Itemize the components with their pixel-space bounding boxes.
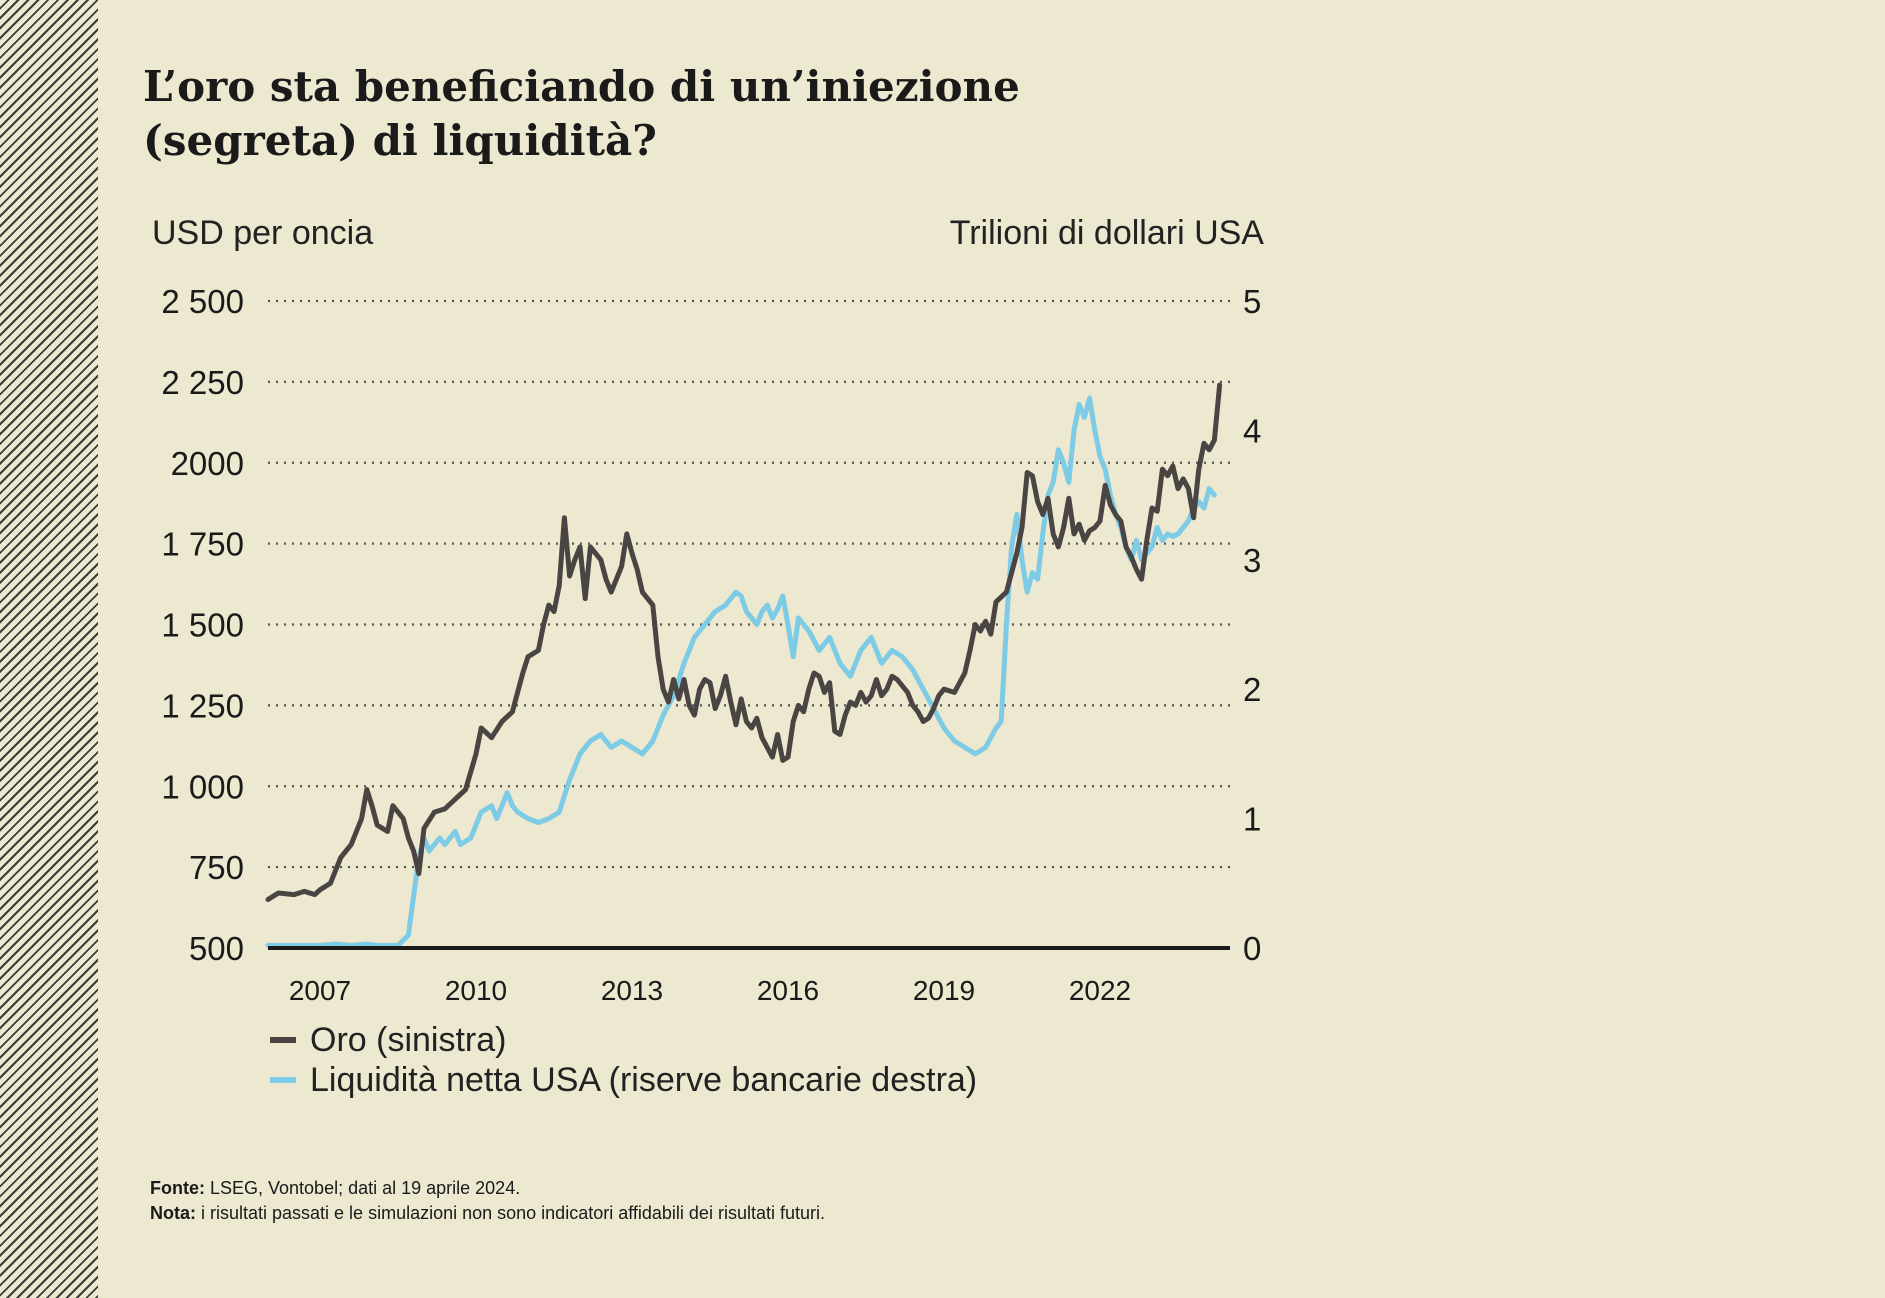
series-line-liquidity	[265, 395, 1217, 948]
x-tick-label: 2019	[913, 975, 975, 1006]
series-line-gold	[265, 382, 1223, 902]
source-note: Fonte: LSEG, Vontobel; dati al 19 aprile…	[150, 1176, 825, 1201]
left-tick-label: 1 250	[161, 687, 244, 724]
left-axis-title: USD per oncia	[152, 214, 374, 252]
chart-title-line-2: (segreta) di liquidità?	[143, 116, 657, 165]
x-axis-ticks: 2007 2010 2013 2016 2019 2022	[289, 975, 1131, 1006]
right-axis-title: Trilioni di dollari USA	[949, 214, 1264, 252]
legend-item-gold: Oro (sinistra)	[270, 1020, 977, 1060]
chart-title: L’oro sta beneficiando di un’iniezione (…	[143, 60, 1043, 168]
left-tick-label: 1 500	[161, 607, 244, 644]
left-tick-label: 2000	[171, 445, 244, 482]
disclaimer-note: Nota: i risultati passati e le simulazio…	[150, 1201, 825, 1226]
x-tick-label: 2007	[289, 975, 351, 1006]
legend-swatch-liquidity	[270, 1077, 296, 1083]
left-tick-label: 750	[189, 849, 244, 886]
source-label: Fonte:	[150, 1178, 205, 1198]
legend-item-liquidity: Liquidità netta USA (riserve bancarie de…	[270, 1060, 977, 1100]
right-tick-label: 4	[1243, 412, 1261, 449]
right-tick-label: 2	[1243, 671, 1261, 708]
legend-swatch-gold	[270, 1037, 296, 1043]
chart-title-line-1: L’oro sta beneficiando di un’iniezione	[143, 62, 1020, 111]
right-tick-label: 3	[1243, 542, 1261, 579]
right-tick-label: 0	[1243, 930, 1261, 967]
grid-lines	[268, 299, 1230, 869]
right-tick-label: 1	[1243, 801, 1261, 838]
left-axis-ticks: 500 750 1 000 1 250 1 500 1 750 2000 2 250 2 500	[161, 283, 244, 967]
right-tick-label: 5	[1243, 283, 1261, 320]
x-tick-label: 2013	[601, 975, 663, 1006]
x-tick-label: 2016	[757, 975, 819, 1006]
series-layer	[265, 382, 1223, 948]
left-tick-label: 2 500	[161, 283, 244, 320]
legend-label-liquidity: Liquidità netta USA (riserve bancarie de…	[310, 1060, 978, 1099]
footnotes: Fonte: LSEG, Vontobel; dati al 19 aprile…	[150, 1176, 825, 1226]
left-tick-label: 1 750	[161, 526, 244, 563]
note-label: Nota:	[150, 1203, 196, 1223]
x-tick-label: 2022	[1069, 975, 1131, 1006]
left-tick-label: 500	[189, 930, 244, 967]
right-axis-ticks: 0 1 2 3 4 5	[1243, 283, 1261, 967]
source-text: LSEG, Vontobel; dati al 19 aprile 2024.	[204, 1178, 521, 1198]
x-tick-label: 2010	[445, 975, 507, 1006]
left-tick-label: 2 250	[161, 364, 244, 401]
note-text: i risultati passati e le simulazioni non…	[196, 1203, 825, 1223]
decorative-stripes	[0, 0, 98, 1298]
legend: Oro (sinistra) Liquidità netta USA (rise…	[270, 1020, 977, 1100]
left-tick-label: 1 000	[161, 768, 244, 805]
legend-label-gold: Oro (sinistra)	[310, 1020, 507, 1059]
